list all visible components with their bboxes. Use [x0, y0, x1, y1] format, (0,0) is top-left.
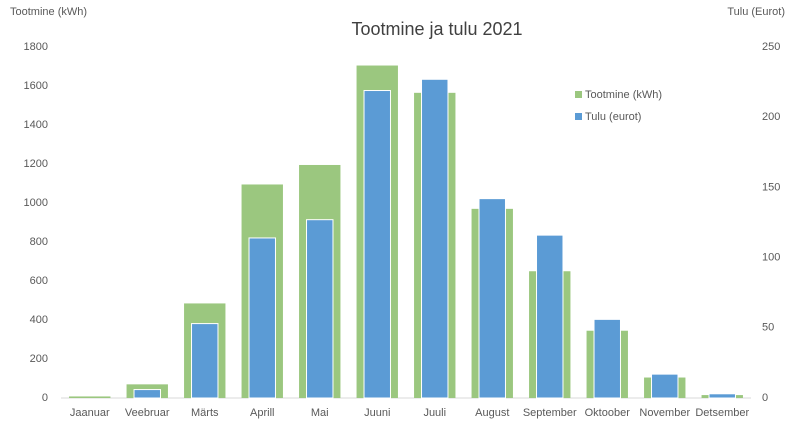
y-tick-label: 1400	[24, 119, 48, 131]
bar	[133, 389, 161, 399]
bar	[248, 237, 276, 399]
x-tick-label: Mai	[311, 407, 329, 419]
y-tick-label: 200	[30, 353, 48, 365]
bar	[69, 396, 111, 398]
x-tick-label: Märts	[191, 407, 219, 419]
x-tick-label: Veebruar	[125, 407, 170, 419]
y-tick-label: 800	[30, 236, 48, 248]
chart-title: Tootmine ja tulu 2021	[351, 19, 522, 39]
bar	[708, 393, 736, 399]
bar	[421, 78, 449, 399]
y2-tick-label: 100	[762, 252, 780, 264]
y-tick-label: 600	[30, 275, 48, 287]
bar	[651, 373, 679, 399]
x-tick-label: Detsember	[695, 407, 749, 419]
legend-label: Tulu (eurot)	[585, 111, 641, 123]
y-tick-label: 1000	[24, 197, 48, 209]
legend-swatch	[575, 91, 582, 98]
bar	[363, 90, 391, 399]
bar	[536, 234, 564, 399]
bar	[593, 318, 621, 399]
x-tick-label: September	[523, 407, 577, 419]
legend-swatch	[575, 113, 582, 120]
y-tick-label: 1600	[24, 80, 48, 92]
x-tick-label: Juuni	[364, 407, 390, 419]
y-tick-label: 1200	[24, 158, 48, 170]
y2-tick-label: 150	[762, 181, 780, 193]
y-tick-label: 1800	[24, 41, 48, 53]
bar	[306, 219, 334, 399]
bar	[478, 198, 506, 399]
bar	[191, 323, 219, 399]
x-tick-label: Oktoober	[585, 407, 631, 419]
x-tick-label: November	[639, 407, 690, 419]
x-tick-label: Jaanuar	[70, 407, 110, 419]
y-tick-label: 400	[30, 314, 48, 326]
x-tick-label: Aprill	[250, 407, 274, 419]
y-tick-label: 0	[42, 392, 48, 404]
y2-tick-label: 50	[762, 322, 774, 334]
y2-tick-label: 250	[762, 41, 780, 53]
x-tick-label: Juuli	[423, 407, 446, 419]
y-axis-title: Tootmine (kWh)	[10, 6, 87, 18]
legend-label: Tootmine (kWh)	[585, 89, 662, 101]
y2-tick-label: 200	[762, 111, 780, 123]
y2-axis-title: Tulu (Eurot)	[727, 6, 785, 18]
y2-tick-label: 0	[762, 392, 768, 404]
x-tick-label: August	[475, 407, 509, 419]
